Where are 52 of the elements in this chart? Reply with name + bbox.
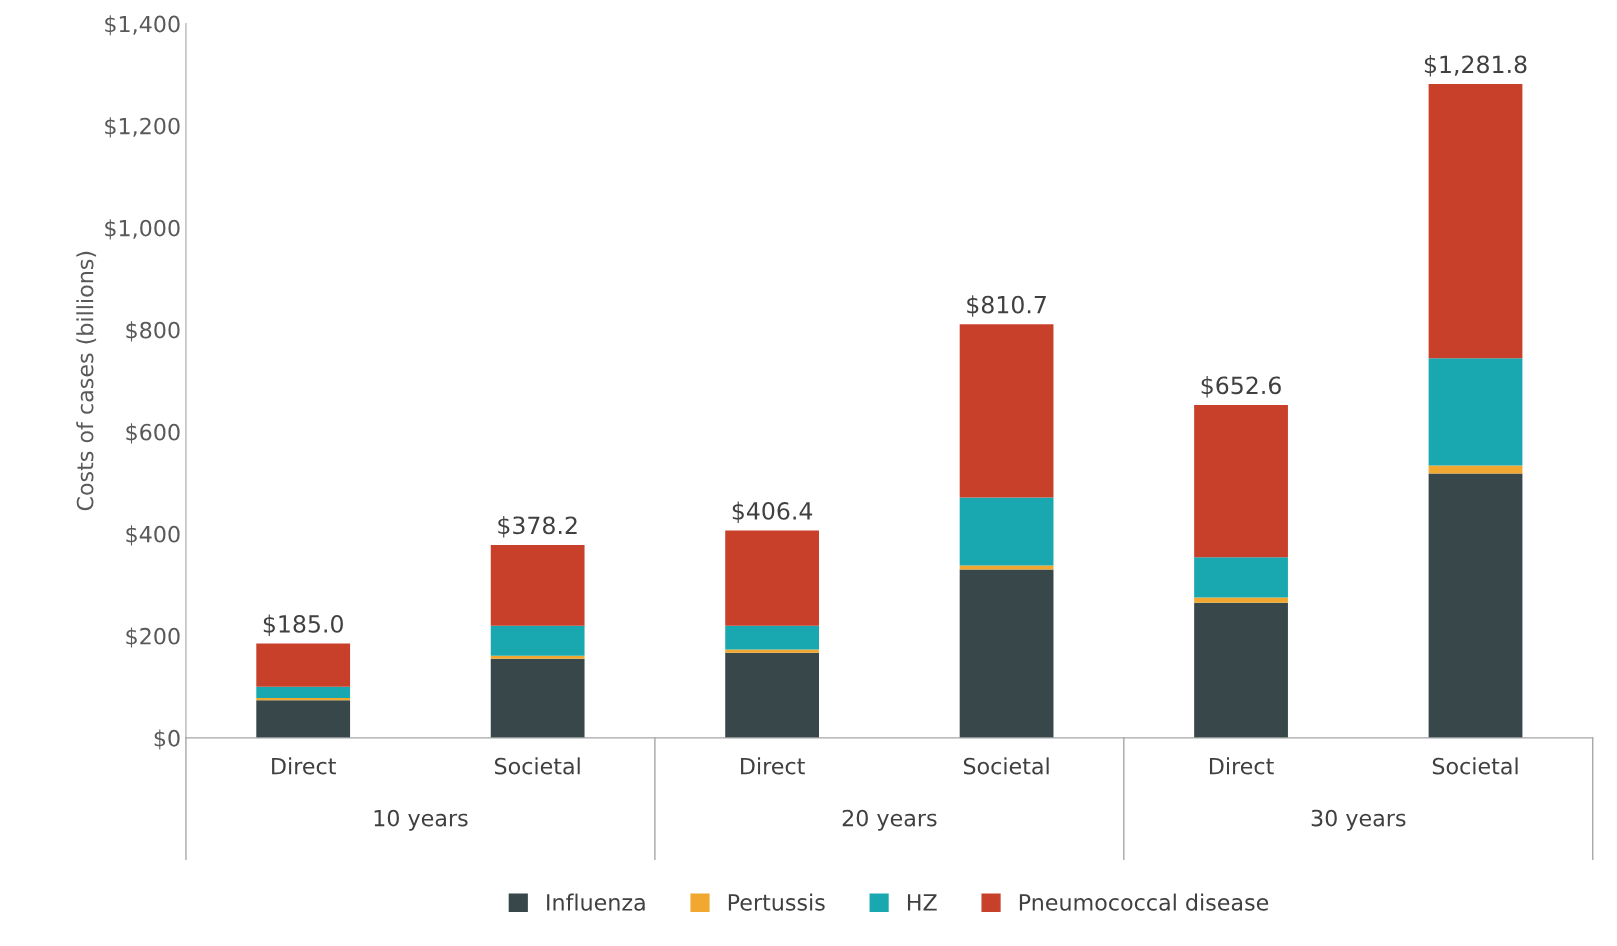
bar (490, 544, 585, 626)
y-tick-label: $800 (126, 321, 180, 342)
bar (959, 565, 1054, 570)
bar (256, 698, 351, 701)
y-tick-label: $1,400 (105, 15, 180, 36)
bar (490, 655, 585, 659)
bar (725, 652, 820, 738)
y-tick-label: $1,000 (105, 219, 180, 240)
y-tick-label: $1,200 (105, 117, 180, 138)
x-tick-label: Societal (494, 757, 580, 775)
legend-label: Influenza (547, 893, 645, 911)
y-tick-label: $400 (126, 525, 180, 546)
bar (725, 649, 820, 653)
bar (1194, 602, 1288, 738)
bar (490, 625, 585, 656)
bar (959, 324, 1054, 498)
bar (1194, 597, 1288, 603)
y-tick-label: $0 (154, 729, 180, 750)
bar (256, 700, 351, 738)
total-label: $406.4 (732, 501, 813, 523)
text: 10 years (374, 809, 468, 831)
bar (256, 643, 351, 687)
total-label: $378.2 (498, 515, 577, 538)
x-tick-label: Direct (272, 757, 336, 775)
text: 30 years (1311, 809, 1406, 831)
bar (959, 497, 1054, 566)
bar (1428, 358, 1523, 466)
x-tick-label: Societal (1432, 757, 1518, 775)
total-label: $1,281.8 (1424, 54, 1527, 77)
bar (725, 530, 820, 626)
bar (1428, 83, 1523, 359)
total-label: $810.7 (967, 295, 1046, 317)
legend-label: Pertussis (728, 893, 825, 911)
bar (1428, 465, 1523, 474)
bar (1194, 557, 1288, 598)
y-tick-label: $600 (126, 423, 180, 444)
legend-label: HZ (907, 894, 937, 911)
x-tick-label: Direct (1209, 757, 1274, 775)
x-tick-label: Societal (963, 757, 1049, 775)
legend-label: Pneumococcal disease (1019, 893, 1269, 911)
total-label: $652.6 (1201, 375, 1281, 398)
bar (1194, 404, 1288, 558)
total-label: $185.0 (263, 614, 343, 636)
text: 20 years (842, 809, 937, 831)
bar (959, 569, 1054, 738)
bar (256, 686, 351, 699)
bar (1428, 473, 1523, 738)
bar (725, 625, 820, 650)
bar (490, 658, 585, 738)
x-tick-label: Direct (741, 757, 805, 775)
y-tick-label: $200 (126, 627, 180, 648)
y-axis-title: Costs of cases (billions) (76, 251, 97, 511)
